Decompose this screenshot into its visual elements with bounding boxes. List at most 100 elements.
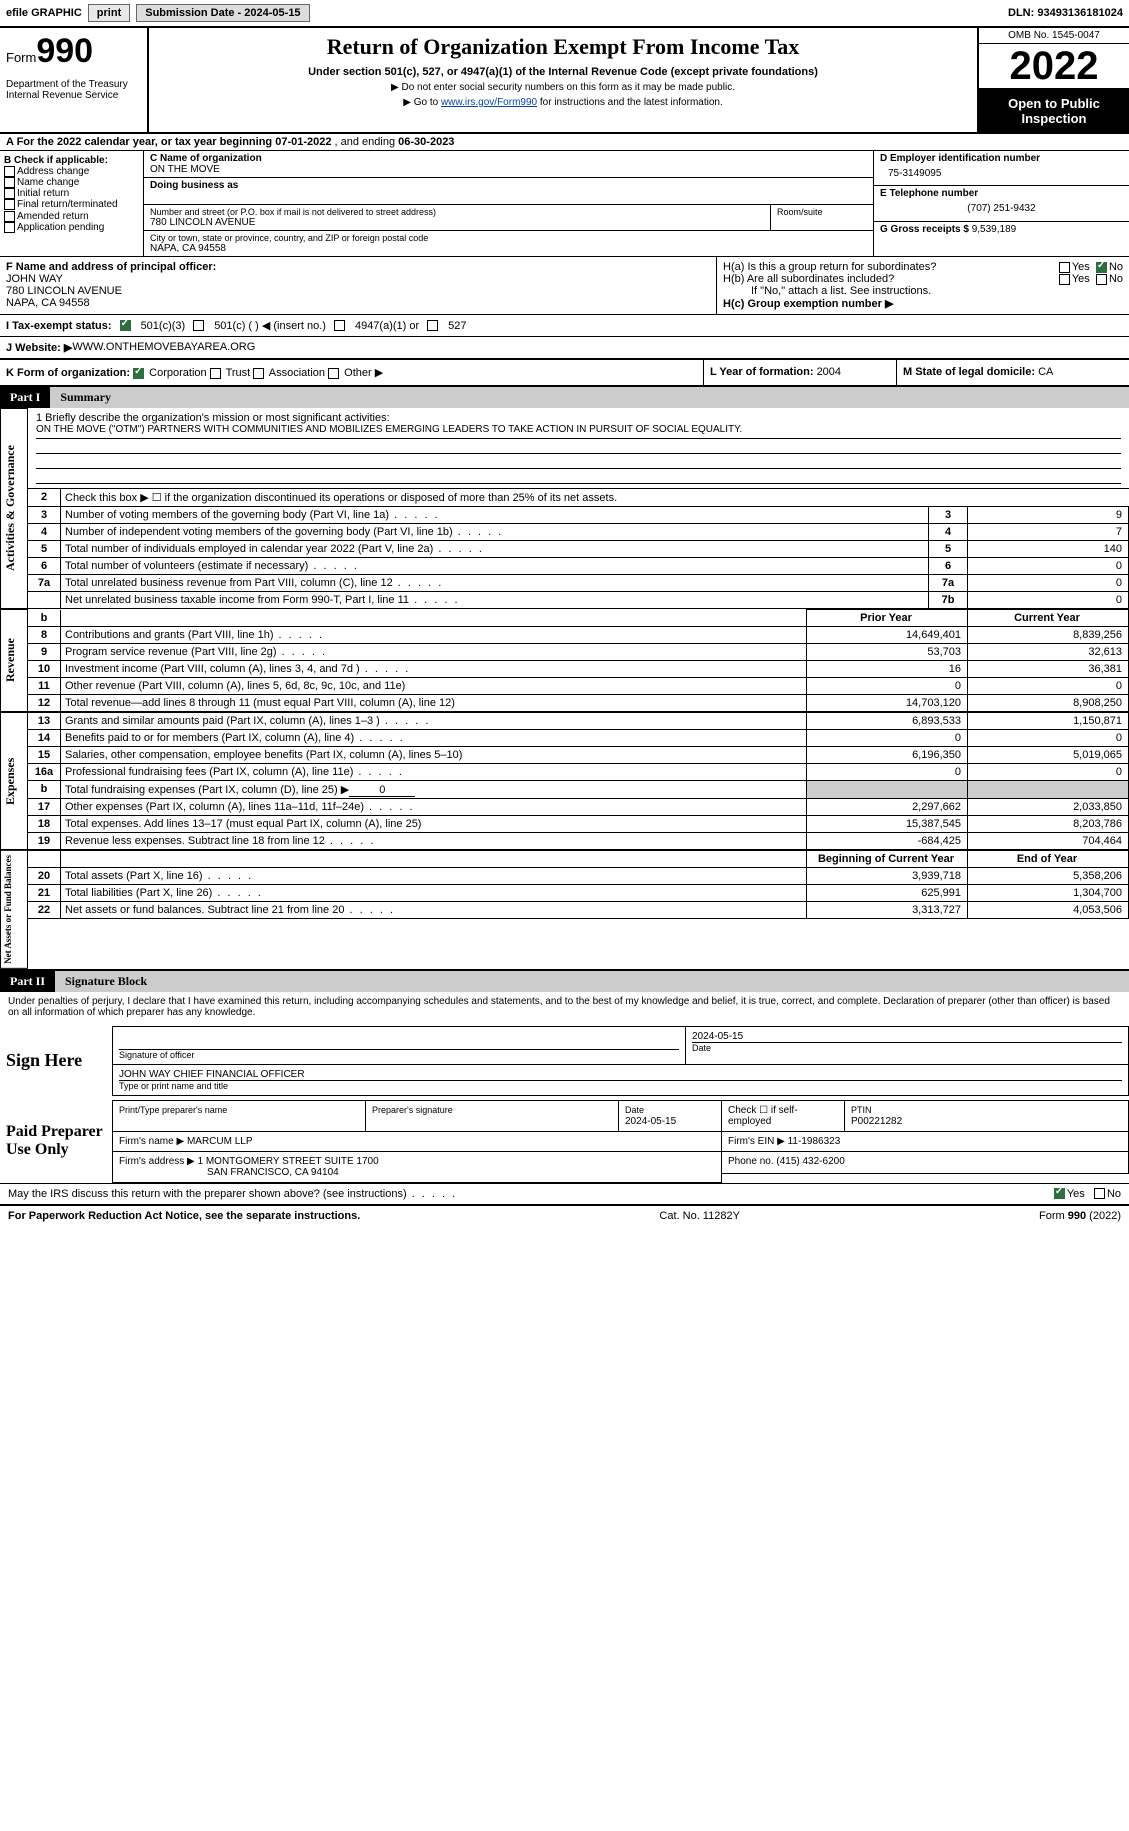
row-klm: K Form of organization: Corporation Trus… [0, 360, 1129, 387]
form-id-block: Form990 Department of the Treasury Inter… [0, 28, 149, 132]
chk-final-return[interactable]: Final return/terminated [4, 199, 139, 210]
officer-name-cell: JOHN WAY CHIEF FINANCIAL OFFICER Type or… [113, 1064, 1129, 1095]
m-state-domicile: M State of legal domicile: CA [896, 360, 1129, 385]
col-f-officer: F Name and address of principal officer:… [0, 257, 716, 314]
form-subtitle: Under section 501(c), 527, or 4947(a)(1)… [157, 66, 969, 78]
identification-block: B Check if applicable: Address change Na… [0, 151, 1129, 257]
officer-group-block: F Name and address of principal officer:… [0, 257, 1129, 315]
chk-amended-return[interactable]: Amended return [4, 211, 139, 222]
print-button[interactable]: print [88, 4, 130, 22]
chk-527[interactable] [427, 320, 438, 331]
col-d-ein-tel: D Employer identification number 75-3149… [873, 151, 1129, 256]
preparer-date-cell: Date2024-05-15 [619, 1100, 722, 1131]
l-year-formation: L Year of formation: 2004 [703, 360, 896, 385]
discuss-no[interactable] [1094, 1188, 1105, 1199]
h-b: H(b) Are all subordinates included? Yes … [723, 273, 1123, 285]
omb-number: OMB No. 1545-0047 [979, 28, 1129, 44]
omb-year-block: OMB No. 1545-0047 2022 Open to Public In… [977, 28, 1129, 132]
hb-yes[interactable] [1059, 274, 1070, 285]
efile-label: efile GRAPHIC [6, 7, 82, 19]
paid-preparer-table: Paid Preparer Use Only Print/Type prepar… [0, 1100, 1129, 1183]
self-employed-cell: Check ☐ if self-employed [722, 1100, 845, 1131]
instructions-note: ▶ Go to www.irs.gov/Form990 for instruct… [157, 97, 969, 108]
h-a: H(a) Is this a group return for subordin… [723, 261, 1123, 273]
firm-ein-cell: Firm's EIN ▶ 11-1986323 [722, 1131, 1129, 1151]
ptin-cell: PTINP00221282 [845, 1100, 1129, 1131]
row-j-website: J Website: ▶ WWW.ONTHEMOVEBAYAREA.ORG [0, 337, 1129, 360]
street-row: Number and street (or P.O. box if mail i… [144, 205, 873, 231]
h-c: H(c) Group exemption number ▶ [723, 297, 1123, 310]
preparer-sig-cell: Preparer's signature [366, 1100, 619, 1131]
col-c-name-address: C Name of organization ON THE MOVE Doing… [144, 151, 873, 256]
hb-no[interactable] [1096, 274, 1107, 285]
firm-name-cell: Firm's name ▶ MARCUM LLP [113, 1131, 722, 1151]
dln-box: DLN: 93493136181024 [1008, 7, 1123, 19]
expenses-table: 13Grants and similar amounts paid (Part … [28, 712, 1129, 850]
net-assets-section: Net Assets or Fund Balances Beginning of… [0, 850, 1129, 971]
chk-initial-return[interactable]: Initial return [4, 188, 139, 199]
paperwork-notice: For Paperwork Reduction Act Notice, see … [8, 1210, 360, 1222]
firm-address-cell: Firm's address ▶ 1 MONTGOMERY STREET SUI… [113, 1151, 722, 1182]
ha-no[interactable] [1096, 262, 1107, 273]
chk-501c[interactable] [193, 320, 204, 331]
chk-corp[interactable] [133, 368, 144, 379]
open-to-public: Open to Public Inspection [979, 90, 1129, 132]
gross-receipts-cell: G Gross receipts $ 9,539,189 [874, 222, 1129, 256]
chk-4947[interactable] [334, 320, 345, 331]
submission-date-box: Submission Date - 2024-05-15 [136, 4, 309, 22]
part-ii-header: Part II Signature Block [0, 971, 1129, 992]
activities-governance-section: Activities & Governance 1 Briefly descri… [0, 408, 1129, 609]
instructions-link[interactable]: www.irs.gov/Form990 [441, 97, 537, 108]
irs-label: Internal Revenue Service [6, 90, 141, 101]
form-title: Return of Organization Exempt From Incom… [157, 34, 969, 60]
vtab-revenue: Revenue [0, 609, 28, 712]
form-header: Form990 Department of the Treasury Inter… [0, 28, 1129, 134]
revenue-section: Revenue bPrior YearCurrent Year 8Contrib… [0, 609, 1129, 712]
top-toolbar: efile GRAPHIC print Submission Date - 20… [0, 0, 1129, 26]
sig-date-cell: 2024-05-15 Date [686, 1026, 1129, 1064]
chk-name-change[interactable]: Name change [4, 177, 139, 188]
firm-phone-cell: Phone no. (415) 432-6200 [722, 1151, 1129, 1173]
revenue-table: bPrior YearCurrent Year 8Contributions a… [28, 609, 1129, 712]
city-cell: City or town, state or province, country… [144, 231, 873, 256]
form-page-ref: Form 990 (2022) [1039, 1210, 1121, 1222]
sign-here-label: Sign Here [0, 1026, 113, 1095]
discuss-yes[interactable] [1054, 1188, 1065, 1199]
governance-table: 2Check this box ▶ ☐ if the organization … [28, 488, 1129, 609]
tax-year: 2022 [979, 44, 1129, 90]
cat-no: Cat. No. 11282Y [659, 1210, 740, 1222]
officer-signature-cell: Signature of officer [113, 1026, 686, 1064]
expenses-section: Expenses 13Grants and similar amounts pa… [0, 712, 1129, 850]
vtab-expenses: Expenses [0, 712, 28, 850]
chk-assoc[interactable] [253, 368, 264, 379]
discuss-row: May the IRS discuss this return with the… [0, 1183, 1129, 1204]
h-b-note: If "No," attach a list. See instructions… [723, 285, 1123, 297]
org-name-cell: C Name of organization ON THE MOVE [144, 151, 873, 178]
chk-other[interactable] [328, 368, 339, 379]
mission-block: 1 Briefly describe the organization's mi… [28, 408, 1129, 488]
ha-yes[interactable] [1059, 262, 1070, 273]
chk-trust[interactable] [210, 368, 221, 379]
part-i-header: Part I Summary [0, 387, 1129, 408]
col-b-checkboxes: B Check if applicable: Address change Na… [0, 151, 144, 256]
row-i-tax-status: I Tax-exempt status: 501(c)(3) 501(c) ( … [0, 315, 1129, 337]
dba-cell: Doing business as [144, 178, 873, 205]
paid-preparer-label: Paid Preparer Use Only [0, 1100, 113, 1182]
k-form-org: K Form of organization: Corporation Trus… [0, 360, 703, 385]
tel-cell: E Telephone number (707) 251-9432 [874, 186, 1129, 221]
preparer-name-cell: Print/Type preparer's name [113, 1100, 366, 1131]
chk-501c3[interactable] [120, 320, 131, 331]
sign-here-table: Sign Here Signature of officer 2024-05-1… [0, 1026, 1129, 1096]
chk-application-pending[interactable]: Application pending [4, 222, 139, 233]
vtab-net-assets: Net Assets or Fund Balances [0, 850, 28, 969]
form-title-block: Return of Organization Exempt From Incom… [149, 28, 977, 132]
page-footer: For Paperwork Reduction Act Notice, see … [0, 1206, 1129, 1226]
perjury-declaration: Under penalties of perjury, I declare th… [0, 992, 1129, 1022]
net-assets-table: Beginning of Current YearEnd of Year 20T… [28, 850, 1129, 919]
ein-cell: D Employer identification number 75-3149… [874, 151, 1129, 186]
dept-label: Department of the Treasury [6, 79, 141, 90]
vtab-activities: Activities & Governance [0, 408, 28, 609]
line-a: A For the 2022 calendar year, or tax yea… [0, 134, 1129, 151]
privacy-note: ▶ Do not enter social security numbers o… [157, 82, 969, 93]
chk-address-change[interactable]: Address change [4, 166, 139, 177]
